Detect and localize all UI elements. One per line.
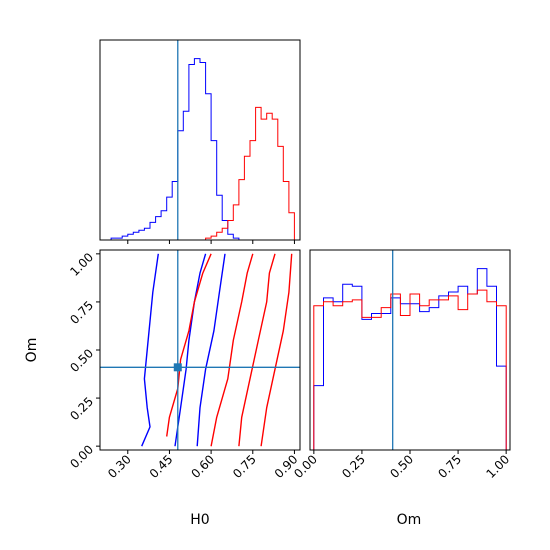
om-marginal-frame — [309, 249, 511, 451]
om-x-tick-label: 0.50 — [387, 452, 416, 481]
om-x-tick-label: 1.00 — [483, 452, 512, 481]
h0-marginal-panel — [99, 39, 301, 244]
om-y-tick-label: 0.00 — [67, 442, 96, 471]
h0-histogram-blue — [110, 58, 295, 241]
contour-blue-1 — [141, 253, 159, 447]
h0-marginal-frame — [99, 39, 301, 241]
truth-point-marker — [173, 363, 182, 372]
h0-om-contour-panel: 0.30 0.45 0.60 0.75 0.900.000.250.500.751.00 — [67, 249, 301, 481]
contour-blue-3 — [196, 253, 226, 447]
contour-red-2 — [210, 253, 254, 447]
om-marginal-panel: 0.00 0.25 0.50 0.75 1.00 — [291, 249, 512, 481]
om-x-tick-label: 0.00 — [291, 452, 320, 481]
h0-axis-label: H0 — [190, 512, 209, 528]
om-y-tick-label: 1.00 — [67, 250, 96, 279]
h0-x-tick-label: 0.45 — [147, 452, 176, 481]
h0-histogram-red — [111, 106, 295, 241]
om-y-axis-label: Om — [24, 338, 40, 363]
om-histogram-red — [313, 289, 507, 450]
om-x-tick-label: 0.75 — [435, 452, 464, 481]
h0-x-tick-label: 0.75 — [230, 452, 259, 481]
om-x-tick-label: 0.25 — [339, 452, 368, 481]
contour-red-3 — [238, 253, 276, 447]
contour-red-1 — [166, 253, 212, 437]
om-histogram-blue — [313, 268, 507, 450]
om-y-tick-label: 0.25 — [67, 394, 96, 423]
contour-blue-2 — [174, 253, 207, 447]
om-axis-label: Om — [397, 512, 422, 528]
h0-x-tick-label: 0.30 — [105, 452, 134, 481]
contour-panel-frame — [99, 249, 301, 451]
om-y-tick-label: 0.50 — [67, 346, 96, 375]
h0-x-tick-label: 0.60 — [188, 452, 217, 481]
om-y-tick-label: 0.75 — [67, 298, 96, 327]
contour-red-4 — [260, 253, 293, 447]
